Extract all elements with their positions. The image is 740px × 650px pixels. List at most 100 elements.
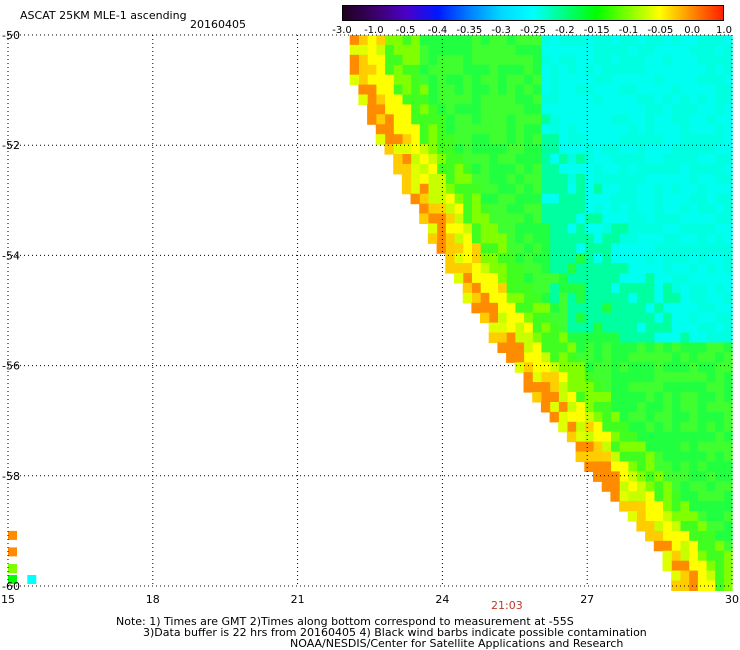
heatmap-cell — [488, 183, 498, 195]
heatmap-cell — [488, 203, 498, 215]
heatmap-cell — [566, 421, 577, 433]
heatmap-cell — [705, 322, 716, 334]
heatmap-cell — [497, 322, 507, 334]
heatmap-cell — [584, 451, 594, 463]
heatmap-cell — [636, 243, 646, 254]
heatmap-cell — [419, 154, 429, 165]
heatmap-cell — [445, 84, 455, 96]
y-tick-label: -56 — [2, 360, 20, 373]
heatmap-cell — [645, 213, 655, 224]
heatmap-cell — [610, 382, 620, 393]
heatmap-cell — [697, 223, 707, 234]
heatmap-cell — [627, 74, 637, 86]
heatmap-cell — [575, 223, 585, 234]
heatmap-cell — [653, 114, 664, 125]
heatmap-cell — [471, 243, 481, 254]
heatmap-cell — [662, 35, 672, 46]
heatmap-cell — [705, 530, 716, 542]
heatmap-cell — [619, 54, 629, 66]
heatmap-cell — [662, 74, 672, 86]
heatmap-cell — [714, 491, 724, 502]
heatmap-cell — [610, 461, 620, 472]
heatmap-cell — [653, 273, 664, 284]
heatmap-cell — [619, 35, 629, 46]
heatmap-cell — [480, 233, 490, 244]
heatmap-cell — [619, 263, 629, 274]
heatmap-cell — [393, 163, 403, 175]
heatmap-cell — [653, 530, 664, 542]
heatmap-cell — [523, 263, 533, 274]
heatmap-cell — [705, 282, 716, 294]
heatmap-cell — [532, 173, 542, 185]
heatmap-cell — [705, 84, 716, 96]
heatmap-cell — [480, 114, 490, 125]
heatmap-cell — [662, 253, 672, 264]
heatmap-cell — [445, 193, 455, 205]
heatmap-cell — [705, 173, 716, 185]
heatmap-cell — [723, 550, 733, 562]
heatmap-cell — [462, 203, 472, 215]
heatmap-cell — [454, 243, 464, 254]
heatmap-cell — [514, 203, 525, 215]
heatmap-cell — [679, 35, 690, 46]
heatmap-cell — [575, 411, 585, 423]
heatmap-cell — [427, 183, 438, 195]
heatmap-cell — [653, 441, 664, 453]
heatmap-cell — [723, 342, 733, 353]
heatmap-cell — [705, 273, 716, 284]
heatmap-cell — [497, 273, 507, 284]
heatmap-cell — [723, 253, 733, 264]
heatmap-cell — [653, 243, 664, 254]
heatmap-cell — [410, 144, 420, 155]
heatmap-cell — [679, 173, 690, 185]
heatmap-cell — [575, 124, 585, 135]
heatmap-cell — [540, 213, 551, 224]
heatmap-cell — [645, 530, 655, 542]
heatmap-cell — [593, 203, 603, 215]
heatmap-cell — [636, 481, 646, 492]
heatmap-cell — [584, 263, 594, 274]
heatmap-cell — [601, 431, 611, 443]
heatmap-cell — [662, 203, 672, 215]
heatmap-cell — [601, 163, 611, 175]
heatmap-cell — [532, 74, 542, 86]
x-tick-label: 30 — [725, 593, 739, 606]
heatmap-cell — [497, 312, 507, 324]
heatmap-cell — [549, 74, 559, 86]
heatmap-cell — [671, 392, 681, 403]
heatmap-cell — [636, 84, 646, 96]
heatmap-cell — [619, 411, 629, 423]
heatmap-cell — [514, 332, 525, 343]
heatmap-cell — [558, 74, 568, 86]
heatmap-cell — [523, 183, 533, 195]
heatmap-cell — [566, 223, 577, 234]
heatmap-cell — [688, 570, 698, 582]
heatmap-cell — [593, 302, 603, 314]
heatmap-cell — [619, 64, 629, 76]
heatmap-cell — [662, 431, 672, 443]
heatmap-cell — [593, 243, 603, 254]
heatmap-cell — [575, 134, 585, 145]
heatmap-cell — [575, 193, 585, 205]
heatmap-cell — [593, 253, 603, 264]
heatmap-cell — [471, 292, 481, 304]
heatmap-cell — [558, 213, 568, 224]
heatmap-cell — [514, 114, 525, 125]
heatmap-cell — [497, 233, 507, 244]
heatmap-cell — [697, 382, 707, 393]
heatmap-cell — [436, 84, 446, 96]
heatmap-cell — [558, 392, 568, 403]
heatmap-cell — [645, 144, 655, 155]
heatmap-cell — [427, 54, 438, 66]
heatmap-cell — [480, 94, 490, 105]
heatmap-cell — [636, 273, 646, 284]
heatmap-cell — [401, 54, 412, 66]
heatmap-cell — [653, 74, 664, 86]
heatmap-cell — [436, 193, 446, 205]
credit-line: NOAA/NESDIS/Center for Satellite Applica… — [290, 637, 624, 650]
heatmap-cell — [584, 104, 594, 115]
heatmap-cell — [497, 64, 507, 76]
heatmap-cell — [671, 193, 681, 205]
heatmap-cell — [558, 411, 568, 423]
